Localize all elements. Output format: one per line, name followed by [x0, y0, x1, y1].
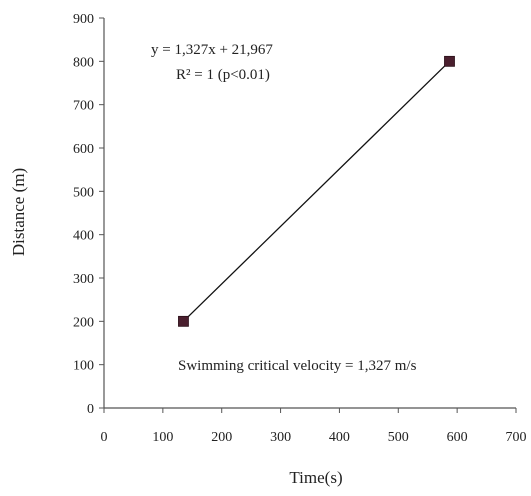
- ticks: 0 100 200 300 400 500 600 700 800 900 0 100 200 300 40…: [73, 12, 527, 445]
- critical-velocity-note: Swimming critical velocity = 1,327 m/s: [178, 358, 417, 374]
- y-tick-label: 700: [73, 99, 94, 114]
- y-tick-label: 300: [73, 272, 94, 287]
- points-layer: [178, 55, 455, 327]
- x-tick-label: 600: [447, 430, 468, 445]
- data-point: [178, 315, 189, 327]
- x-tick-label: 700: [506, 430, 527, 445]
- equation-label: y = 1,327x + 21,967: [151, 42, 273, 58]
- trendline: [183, 60, 450, 322]
- r-squared-label: R² = 1 (p<0.01): [176, 67, 270, 83]
- y-tick-label: 100: [73, 359, 94, 374]
- y-tick-label: 900: [73, 12, 94, 27]
- trendline-layer: [183, 60, 450, 322]
- x-axis-title: Time(s): [289, 468, 342, 487]
- y-axis-title: Distance (m): [9, 168, 28, 256]
- y-tick-label: 600: [73, 142, 94, 157]
- x-tick-label: 0: [101, 430, 108, 445]
- x-tick-label: 200: [211, 430, 232, 445]
- y-tick-label: 500: [73, 185, 94, 200]
- y-tick-label: 200: [73, 315, 94, 330]
- x-tick-label: 100: [152, 430, 173, 445]
- axes: [103, 18, 516, 409]
- x-tick-label: 300: [270, 430, 291, 445]
- y-tick-label: 400: [73, 229, 94, 244]
- data-point: [444, 55, 455, 67]
- x-tick-label: 400: [329, 430, 350, 445]
- y-tick-label: 0: [87, 402, 94, 417]
- x-tick-label: 500: [388, 430, 409, 445]
- y-tick-label: 800: [73, 55, 94, 70]
